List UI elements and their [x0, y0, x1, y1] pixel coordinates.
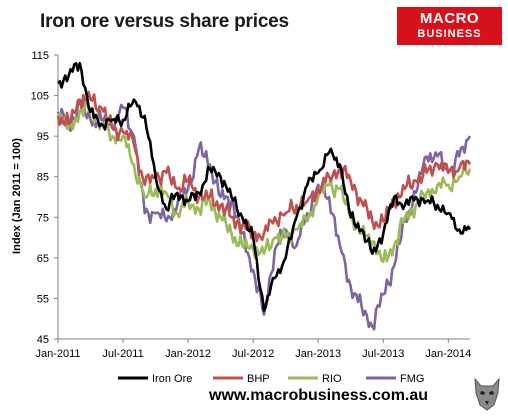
y-tick-label: 65 — [37, 253, 49, 265]
y-tick-label: 75 — [37, 212, 49, 224]
x-tick-label: Jan-2013 — [295, 348, 341, 360]
y-tick-label: 105 — [31, 91, 49, 103]
legend-label-iron-ore: Iron Ore — [152, 373, 192, 385]
macrobusiness-logo: MACRO BUSINESS — [397, 7, 502, 45]
logo-line-2: BUSINESS — [417, 28, 482, 40]
logo-line-1: MACRO — [419, 10, 480, 27]
legend-label-fmg: FMG — [400, 373, 424, 385]
legend-label-rio: RIO — [322, 373, 342, 385]
x-tick-label: Jul-2011 — [102, 348, 143, 360]
y-tick-label: 45 — [37, 334, 49, 346]
legend-label-bhp: BHP — [247, 373, 270, 385]
x-tick-label: Jan-2011 — [35, 348, 80, 360]
chart-lines — [56, 61, 472, 331]
chart-axes: 45 55 65 75 85 95 105 115 Jan-2011 Jul-2011 Jan-20… — [31, 50, 472, 360]
chart-legend: Iron Ore BHP RIO FMG — [118, 373, 424, 385]
x-tick-label: Jan-2014 — [425, 348, 471, 360]
x-tick-label: Jul-2013 — [362, 348, 404, 360]
chart-title: Iron ore versus share prices — [40, 11, 289, 32]
series-line-iron-ore — [57, 61, 472, 312]
y-tick-label: 115 — [31, 50, 49, 62]
y-axis-label: Index (Jan 2011 = 100) — [11, 138, 23, 254]
wolf-icon — [474, 377, 500, 411]
x-tick-label: Jan-2012 — [165, 348, 211, 360]
x-tick-label: Jul-2012 — [232, 348, 274, 360]
series-line-bhp — [56, 90, 472, 243]
footer-url: www.macrobusiness.com.au — [209, 387, 429, 404]
series-line-rio — [56, 99, 472, 264]
y-tick-label: 95 — [37, 131, 49, 143]
y-tick-label: 85 — [37, 172, 49, 184]
y-tick-label: 55 — [37, 293, 49, 305]
